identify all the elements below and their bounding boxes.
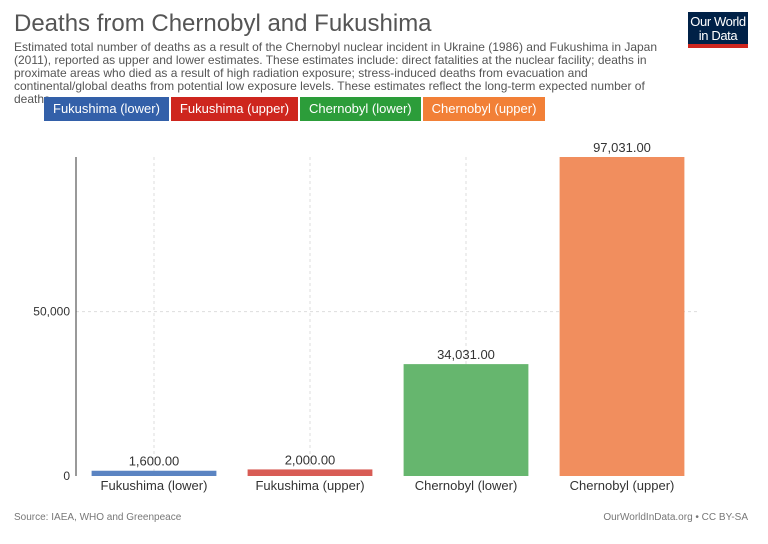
source-note: Source: IAEA, WHO and Greenpeace bbox=[14, 512, 182, 523]
legend-fukushima-lower[interactable]: Fukushima (lower) bbox=[44, 97, 169, 121]
chart-subtitle: Estimated total number of deaths as a re… bbox=[14, 40, 658, 106]
legend-chernobyl-upper[interactable]: Chernobyl (upper) bbox=[422, 97, 546, 121]
license-note[interactable]: OurWorldInData.org • CC BY-SA bbox=[603, 512, 748, 523]
data-label: 2,000.00 bbox=[285, 452, 336, 467]
y-tick-label: 0 bbox=[63, 469, 70, 483]
legend-fukushima-upper[interactable]: Fukushima (upper) bbox=[170, 97, 299, 121]
data-label: 97,031.00 bbox=[593, 140, 651, 155]
x-tick-label: Chernobyl (upper) bbox=[570, 478, 675, 493]
bar-2[interactable] bbox=[403, 364, 529, 476]
data-label: 1,600.00 bbox=[129, 454, 180, 469]
bar-3[interactable] bbox=[559, 157, 685, 476]
bar-0[interactable] bbox=[91, 470, 217, 476]
data-label: 34,031.00 bbox=[437, 347, 495, 362]
legend: Fukushima (lower) Fukushima (upper) Cher… bbox=[44, 97, 546, 121]
owid-logo[interactable]: Our World in Data bbox=[688, 12, 748, 48]
chart-title: Deaths from Chernobyl and Fukushima bbox=[14, 10, 432, 37]
legend-chernobyl-lower[interactable]: Chernobyl (lower) bbox=[300, 97, 421, 121]
logo-line-2: in Data bbox=[698, 28, 738, 43]
x-tick-label: Chernobyl (lower) bbox=[415, 478, 518, 493]
x-tick-label: Fukushima (lower) bbox=[101, 478, 208, 493]
logo-line-1: Our World bbox=[690, 14, 746, 29]
bar-1[interactable] bbox=[247, 469, 373, 476]
y-tick-label: 50,000 bbox=[33, 305, 70, 319]
x-tick-label: Fukushima (upper) bbox=[255, 478, 364, 493]
